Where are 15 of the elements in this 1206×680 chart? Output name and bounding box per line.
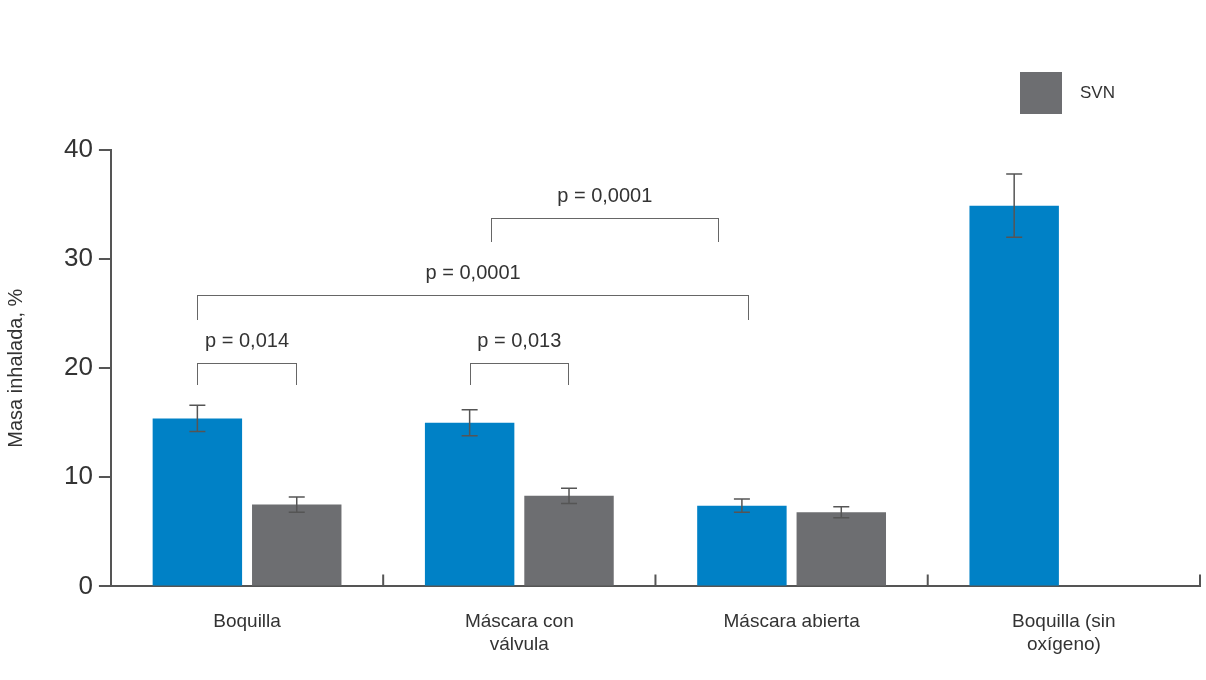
x-tick-label: Boquilla [213,610,282,632]
annotation: p = 0,0001 [557,183,653,207]
y-tick-label: 30 [64,242,93,273]
x-tick-label: Boquilla (sin oxígeno) [1012,610,1116,654]
y-tick-label: 0 [78,569,93,600]
x-tick-label: Máscara abierta [723,610,861,632]
annotation: p = 0,0001 [425,261,521,285]
annotation: p = 0,013 [477,328,562,352]
y-axis-title: Masa inhalada, % [3,288,26,448]
annotation: p = 0,014 [205,328,290,352]
y-tick-label: 10 [64,460,93,491]
x-tick-label: Máscara con válvula [464,610,574,654]
text: SVN [1080,83,1116,103]
y-tick-label: 40 [64,133,93,164]
y-tick-label: 20 [64,351,93,382]
